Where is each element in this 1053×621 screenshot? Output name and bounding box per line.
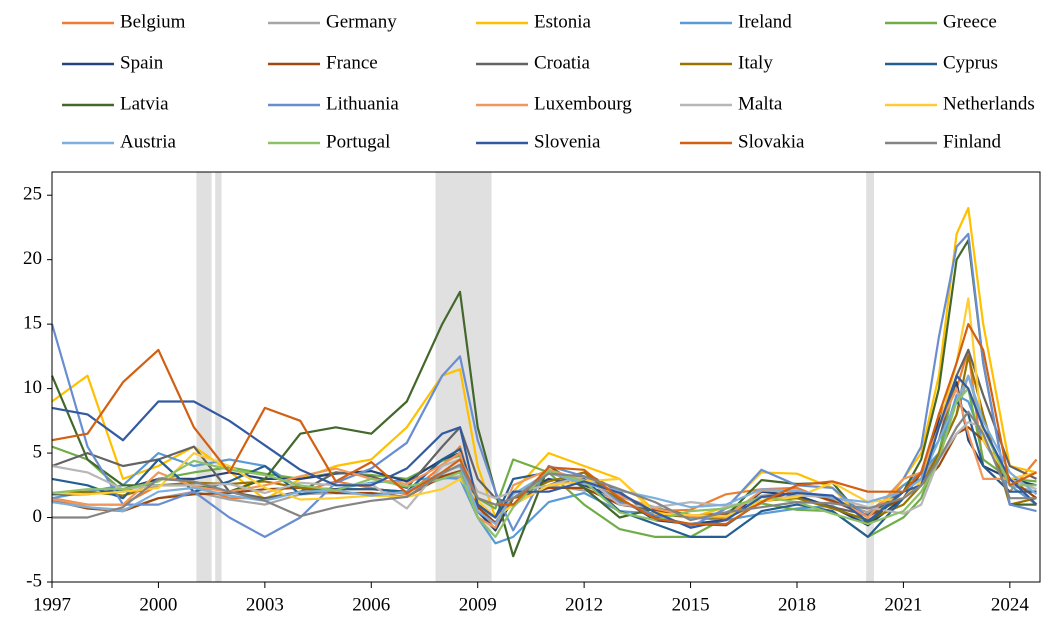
legend-label: Belgium	[120, 11, 186, 32]
legend-label: Italy	[738, 52, 773, 73]
shaded-period	[196, 172, 212, 582]
shaded-period	[215, 172, 222, 582]
legend-label: Luxembourg	[534, 93, 632, 114]
legend-label: Greece	[943, 11, 997, 32]
legend-label: Germany	[326, 11, 397, 32]
legend-label: Latvia	[120, 93, 169, 114]
x-tick-label: 2012	[565, 594, 603, 615]
y-tick-label: 5	[33, 441, 43, 462]
series-line	[51, 323, 1037, 526]
y-tick-label: -5	[26, 570, 42, 591]
series-line	[51, 394, 1038, 545]
shaded-period	[866, 172, 874, 582]
legend-label: Austria	[120, 131, 177, 152]
plot-frame	[51, 171, 1041, 583]
x-tick-label: 2024	[991, 594, 1030, 615]
series-line	[51, 421, 1037, 515]
legend-label: Ireland	[738, 11, 792, 32]
x-tick-label: 2015	[672, 594, 710, 615]
series-line	[51, 387, 1037, 538]
series-line	[50, 232, 1037, 538]
legend-label: France	[326, 52, 378, 73]
series-line	[52, 410, 1037, 522]
legend-label: Croatia	[534, 52, 590, 73]
legend-label: Estonia	[534, 11, 592, 32]
legend-label: Cyprus	[943, 52, 998, 73]
legend-label: Slovakia	[738, 131, 805, 152]
y-tick-label: 25	[23, 184, 42, 205]
legend-label: Lithuania	[326, 93, 399, 114]
legend-label: Netherlands	[943, 93, 1035, 114]
x-tick-label: 2000	[139, 594, 177, 615]
x-tick-label: 2021	[884, 594, 922, 615]
legend-label: Malta	[738, 93, 783, 114]
x-tick-label: 2018	[778, 594, 816, 615]
x-tick-label: 2009	[459, 594, 497, 615]
legend-label: Finland	[943, 131, 1002, 152]
y-tick-label: 15	[23, 312, 42, 333]
legend-label: Portugal	[326, 131, 390, 152]
y-tick-label: 20	[23, 248, 42, 269]
x-tick-label: 2003	[246, 594, 284, 615]
x-tick-label: 1997	[33, 594, 71, 615]
legend-label: Slovenia	[534, 131, 601, 152]
x-tick-label: 2006	[352, 594, 390, 615]
series-line	[51, 374, 1038, 529]
y-tick-label: 10	[23, 377, 42, 398]
legend-label: Spain	[120, 52, 164, 73]
y-tick-label: 0	[33, 506, 43, 527]
